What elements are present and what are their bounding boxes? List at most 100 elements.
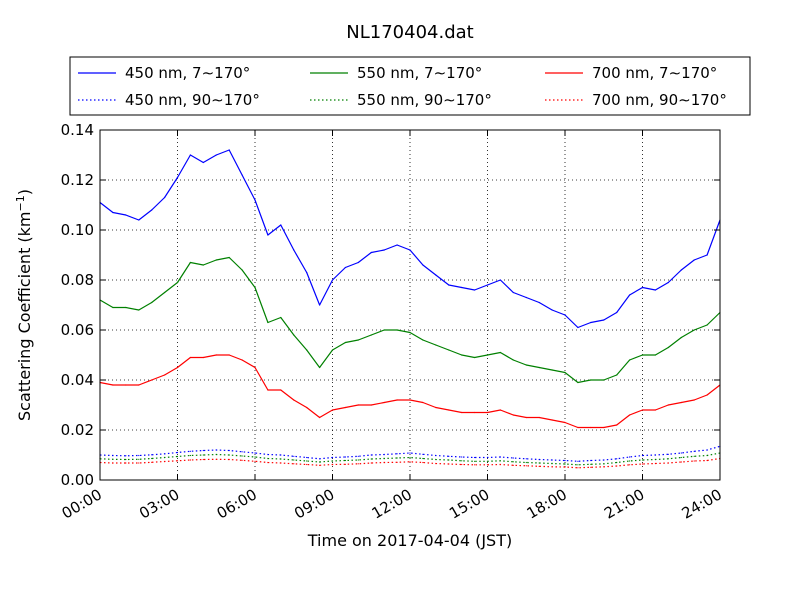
legend-label-0: 450 nm, 7∼170° [125, 64, 250, 82]
series-2-point [680, 336, 682, 339]
series-4-point [577, 426, 579, 429]
series-1-point [254, 452, 256, 454]
y-tick-label: 0.00 [61, 471, 94, 489]
series-1-point [228, 449, 230, 452]
series-1-point [164, 453, 166, 455]
x-tick-label: 06:00 [214, 485, 260, 522]
series-1-point [603, 459, 605, 461]
series-4-point [344, 406, 346, 409]
series-1-point [280, 454, 282, 456]
series-1-point [512, 457, 514, 459]
series-3-point [448, 459, 450, 461]
y-tick-label: 0.14 [61, 121, 94, 139]
x-tick-label: 09:00 [291, 485, 337, 522]
series-2-point [125, 306, 127, 309]
series-1-point [448, 455, 450, 457]
series-5-point [241, 459, 243, 461]
series-5-point [151, 461, 153, 463]
series-5-point [706, 459, 708, 462]
series-3-point [680, 456, 682, 459]
series-5-point [280, 462, 282, 464]
series-0-point [693, 259, 695, 261]
series-4-point [138, 384, 140, 386]
series-4-point [241, 359, 243, 361]
series-3-point [629, 460, 631, 462]
x-tick-label: 12:00 [369, 485, 415, 522]
series-0-point [306, 271, 308, 274]
series-2-point [603, 379, 605, 381]
series-5-point [577, 467, 579, 469]
series-4-point [706, 394, 708, 396]
series-1-point [125, 455, 127, 457]
series-2-point [112, 306, 114, 309]
series-2-point [138, 309, 140, 311]
series-5-point [176, 460, 179, 462]
series-4-point [525, 416, 527, 419]
series-4-point [280, 389, 282, 391]
series-0-point [409, 249, 411, 251]
series-5-point [654, 462, 657, 465]
series-2-point [629, 359, 631, 361]
series-0-point [125, 214, 127, 216]
series-5-point [435, 462, 437, 465]
series-1-point [525, 458, 527, 460]
series-1-point [189, 450, 191, 452]
series-3-point [254, 456, 256, 458]
series-3-point [357, 459, 359, 461]
series-0-point [164, 196, 166, 199]
series-0-point [435, 274, 437, 276]
series-2-point [525, 364, 527, 366]
series-3-point [654, 458, 657, 461]
series-0-point [616, 311, 618, 314]
series-2-point [280, 316, 282, 319]
series-1-point [538, 458, 540, 461]
series-4-point [590, 426, 592, 429]
series-5-point [344, 463, 346, 465]
series-4-point [215, 354, 217, 356]
series-3-point [293, 459, 295, 461]
series-3-point [306, 460, 308, 462]
series-4-point [538, 416, 540, 419]
series-4-point [164, 374, 166, 376]
series-3-point [125, 458, 127, 461]
series-0-point [680, 269, 682, 271]
series-2-point [370, 334, 372, 336]
series-3-point [409, 456, 411, 459]
series-1-point [215, 449, 217, 451]
series-2-point [538, 366, 540, 369]
series-2-point [319, 366, 321, 369]
series-0-point [293, 249, 295, 251]
series-5-point [499, 463, 501, 466]
series-4-point [486, 411, 489, 414]
series-0-point [280, 224, 282, 226]
series-4-point [512, 414, 514, 416]
series-3-point [228, 454, 230, 456]
series-5-point [254, 460, 256, 462]
series-1-point [422, 453, 424, 455]
series-1-point [293, 455, 295, 457]
y-tick-label: 0.02 [61, 421, 94, 439]
series-3-point [706, 454, 708, 457]
series-3-point [525, 461, 527, 464]
series-0-point [331, 279, 334, 281]
series-1-point [409, 452, 411, 454]
series-1-point [486, 456, 489, 459]
legend-label-1: 450 nm, 90∼170° [125, 91, 260, 109]
y-tick-label: 0.08 [61, 271, 94, 289]
series-3-point [435, 458, 437, 461]
series-2-point [344, 341, 346, 344]
series-1-point [706, 449, 708, 451]
series-5-point [319, 464, 321, 466]
series-1-point [331, 456, 334, 459]
series-1-point [306, 456, 308, 459]
series-2-point [474, 356, 476, 359]
series-2-point [396, 329, 398, 331]
series-3-point [241, 455, 243, 457]
series-1-point [499, 456, 501, 458]
series-0-point [641, 286, 644, 289]
series-4-point [125, 384, 127, 386]
series-2-point [306, 349, 308, 351]
series-4-point [680, 401, 682, 404]
series-5-point [331, 463, 334, 466]
series-3-point [499, 460, 501, 462]
